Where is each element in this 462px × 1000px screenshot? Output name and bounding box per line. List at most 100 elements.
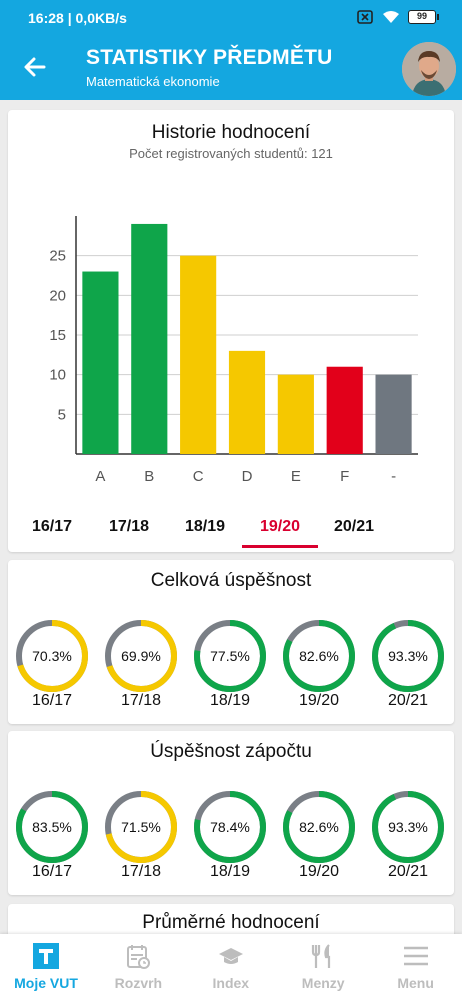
bar-a	[82, 271, 119, 454]
year-tabs: 16/17 17/18 18/19 19/20 20/21	[8, 518, 454, 548]
overall-success-title: Celková úspěšnost	[150, 570, 312, 591]
ring-year-label: 19/20	[298, 863, 340, 880]
overall-success-card: Celková úspěšnost 70.3% 16/17 69.9% 17/18 77…	[8, 560, 454, 724]
nav-item-index[interactable]: Index	[185, 934, 277, 1000]
bar-e	[277, 374, 314, 454]
app-bar: STATISTIKY PŘEDMĚTU Matematická ekonomie	[0, 36, 462, 100]
avatar[interactable]	[402, 42, 456, 96]
user-photo-icon	[402, 42, 456, 96]
ring-percent-label: 71.5%	[121, 819, 161, 835]
credit-ring-18-19: 78.4%	[192, 789, 268, 865]
bar-f	[326, 366, 363, 454]
progress-ring	[16, 791, 88, 863]
credit-ring-19-20: 82.6%	[281, 789, 357, 865]
credit-ring-16-17: 83.5%	[14, 789, 90, 865]
wifi-icon	[383, 11, 399, 23]
progress-ring	[16, 620, 88, 692]
vut-logo-icon	[33, 943, 59, 969]
credit-ring-20-21: 93.3%	[370, 789, 446, 865]
ring-percent-label: 93.3%	[388, 819, 428, 835]
calendar-icon	[127, 945, 151, 969]
nav-label: Index	[212, 975, 250, 991]
y-tick-label: 5	[58, 406, 66, 423]
active-year-underline	[242, 545, 318, 548]
ring-year-label: 20/21	[387, 692, 429, 709]
grade-history-title: Historie hodnocení	[151, 122, 311, 143]
average-grade-title: Průměrné hodnocení	[142, 912, 320, 933]
x-tick-label: A	[95, 468, 105, 485]
x-tick-label: -	[391, 468, 396, 485]
clock-text: 16:28	[28, 10, 64, 26]
ring-arc	[16, 791, 88, 863]
ring-arc	[16, 620, 88, 692]
ring-arc	[283, 620, 355, 692]
year-tab-17-18[interactable]: 17/18	[108, 518, 150, 535]
ring-percent-label: 77.5%	[210, 648, 250, 664]
credit-ring-17-18: 71.5%	[103, 789, 179, 865]
progress-ring	[283, 620, 355, 692]
back-arrow-icon[interactable]	[18, 50, 52, 84]
grade-bar-chart: 5 10 15 20 25 A B C D E F -	[49, 216, 418, 485]
year-tab-16-17[interactable]: 16/17	[31, 518, 73, 535]
ring-year-label: 16/17	[31, 863, 73, 880]
x-tick-label: F	[340, 468, 349, 485]
graduation-cap-icon	[218, 948, 243, 964]
overall-ring-16-17: 70.3%	[14, 618, 90, 694]
ring-percent-label: 93.3%	[388, 648, 428, 664]
y-tick-label: 25	[49, 248, 66, 265]
credit-success-title: Úspěšnost zápočtu	[150, 741, 312, 762]
ring-percent-label: 83.5%	[32, 819, 72, 835]
page-title: STATISTIKY PŘEDMĚTU	[86, 46, 333, 69]
nav-item-menu[interactable]: Menu	[370, 934, 462, 1000]
ring-arc	[105, 791, 177, 863]
ring-arc	[105, 620, 177, 692]
x-tick-label: E	[291, 468, 301, 485]
nav-item-menzy[interactable]: Menzy	[277, 934, 369, 1000]
cutlery-icon	[312, 944, 331, 968]
progress-ring	[194, 791, 266, 863]
credit-success-card: Úspěšnost zápočtu 83.5% 16/17 71.5% 17/18 78…	[8, 731, 454, 895]
bar-d	[228, 350, 266, 454]
ring-arc	[283, 791, 355, 863]
ring-year-label: 20/21	[387, 863, 429, 880]
overall-success-rings: 70.3% 16/17 69.9% 17/18 77.5% 18/19 82.6% 19/20…	[8, 560, 454, 724]
grade-history-card: Historie hodnocení Počet registrovaných …	[8, 110, 454, 552]
ring-percent-label: 69.9%	[121, 648, 161, 664]
ring-arc	[372, 620, 444, 692]
course-name: Matematická ekonomie	[86, 74, 220, 89]
y-tick-label: 15	[49, 327, 66, 344]
bottom-navigation: Moje VUT Rozvrh Index Menzy Menu	[0, 934, 462, 1000]
overall-ring-17-18: 69.9%	[103, 618, 179, 694]
progress-ring	[105, 791, 177, 863]
overall-ring-18-19: 77.5%	[192, 618, 268, 694]
registered-students-text: Počet registrovaných studentů: 121	[129, 146, 333, 161]
ring-percent-label: 82.6%	[299, 819, 339, 835]
ring-year-label: 19/20	[298, 692, 340, 709]
hamburger-icon	[403, 946, 428, 966]
ring-percent-label: 78.4%	[210, 819, 250, 835]
progress-ring	[372, 620, 444, 692]
year-tab-19-20[interactable]: 19/20	[259, 518, 301, 535]
progress-ring	[105, 620, 177, 692]
y-tick-label: 20	[49, 287, 66, 304]
year-tab-18-19[interactable]: 18/19	[184, 518, 226, 535]
sim-icon	[357, 10, 373, 24]
x-tick-label: B	[144, 468, 154, 485]
progress-ring	[194, 620, 266, 692]
overall-ring-20-21: 93.3%	[370, 618, 446, 694]
status-time: 16:28 | 0,0KB/s	[28, 10, 127, 26]
ring-arc	[372, 791, 444, 863]
nav-item-moje-vut[interactable]: Moje VUT	[0, 934, 92, 1000]
nav-label: Moje VUT	[14, 975, 78, 991]
battery-icon: 99	[408, 10, 439, 24]
ring-year-label: 17/18	[120, 863, 162, 880]
nav-item-rozvrh[interactable]: Rozvrh	[92, 934, 184, 1000]
year-tab-20-21[interactable]: 20/21	[333, 518, 375, 535]
bar-b	[131, 223, 168, 454]
ring-arc	[194, 620, 266, 692]
bar-none	[375, 374, 412, 454]
progress-ring	[372, 791, 444, 863]
ring-year-label: 18/19	[209, 692, 251, 709]
x-tick-label: C	[193, 468, 204, 485]
ring-arc	[194, 791, 266, 863]
